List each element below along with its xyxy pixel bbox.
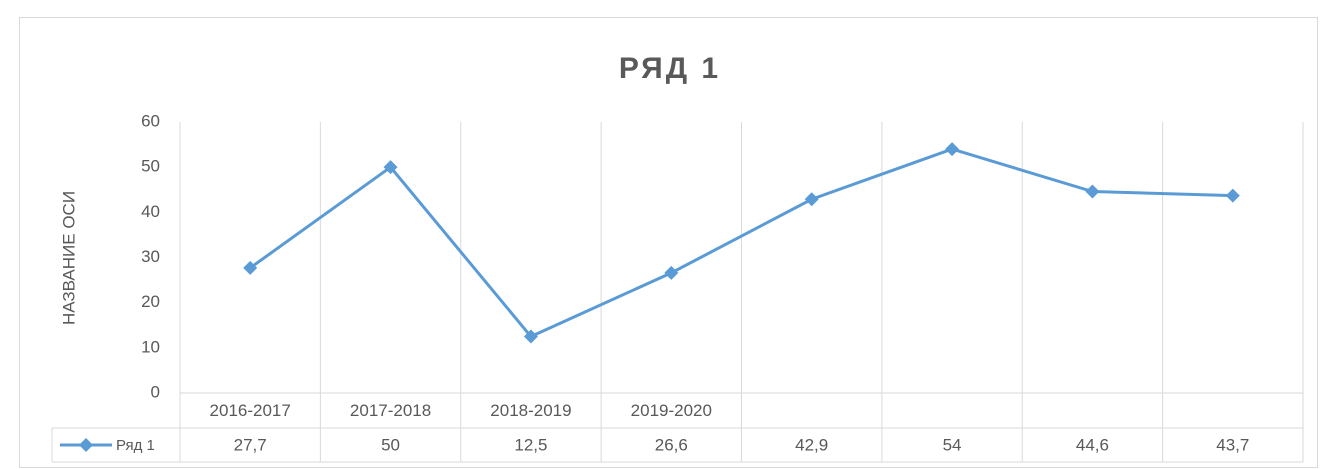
y-tick-label: 60	[141, 111, 160, 130]
chart-title: РЯД 1	[619, 52, 721, 85]
marker	[1225, 188, 1240, 203]
legend-marker	[79, 438, 93, 452]
marker	[243, 260, 258, 275]
y-tick-label: 0	[151, 382, 160, 401]
y-tick-label: 10	[141, 337, 160, 356]
table-value: 50	[381, 435, 400, 454]
marker	[945, 142, 960, 157]
table-value: 12,5	[514, 435, 547, 454]
y-axis-label: НАЗВАНИЕ ОСИ	[59, 191, 78, 325]
table-value: 43,7	[1216, 435, 1249, 454]
marker	[664, 265, 679, 280]
y-tick-label: 50	[141, 157, 160, 176]
series-line	[249, 147, 1233, 339]
y-tick-label: 20	[141, 292, 160, 311]
y-tick-label: 30	[141, 247, 160, 266]
legend-label: Ряд 1	[116, 437, 155, 454]
marker	[1085, 184, 1100, 199]
marker	[804, 192, 819, 207]
y-tick-label: 40	[141, 202, 160, 221]
table-value: 44,6	[1076, 435, 1109, 454]
table-value: 26,6	[655, 435, 688, 454]
table-value: 27,7	[234, 435, 267, 454]
x-tick-label: 2017-2018	[350, 401, 431, 420]
marker	[383, 160, 398, 175]
table-value: 54	[943, 435, 962, 454]
x-tick-label: 2018-2019	[490, 401, 571, 420]
table-value: 42,9	[795, 435, 828, 454]
marker	[523, 329, 538, 344]
x-tick-label: 2019-2020	[631, 401, 712, 420]
x-tick-label: 2016-2017	[210, 401, 291, 420]
